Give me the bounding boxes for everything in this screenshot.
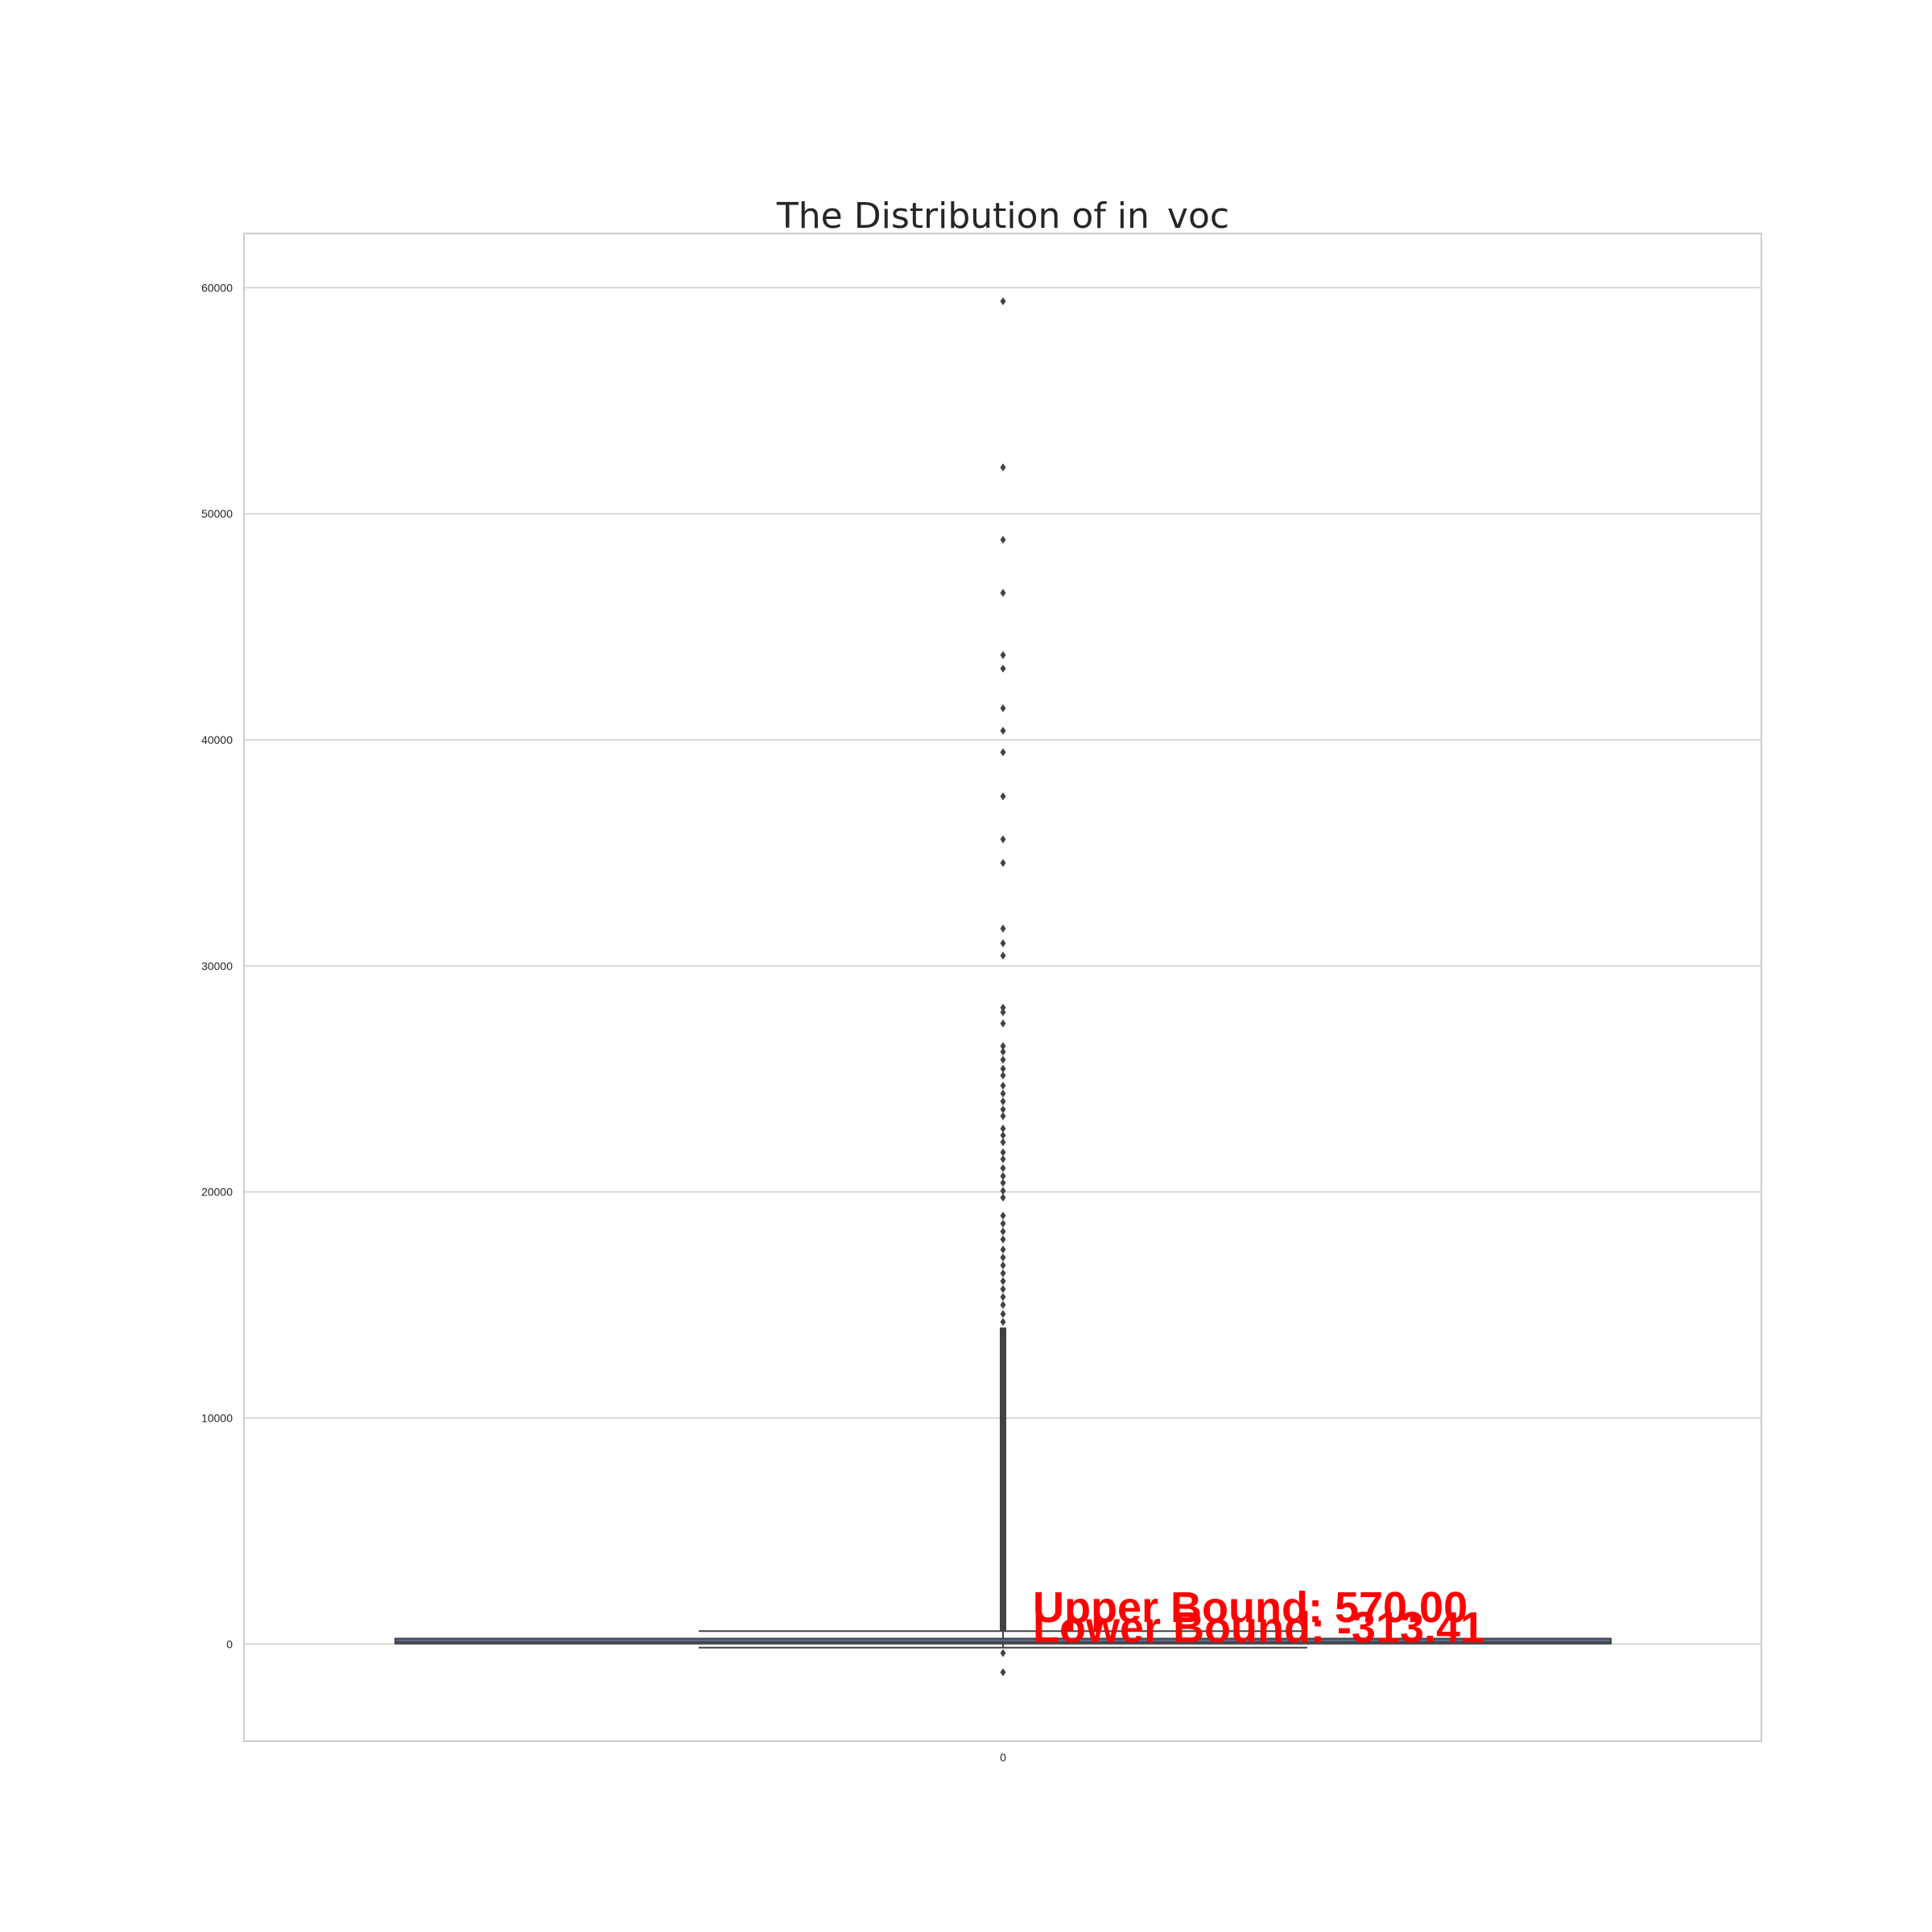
outlier-point	[1000, 463, 1006, 472]
lower-bound-label: Lower Bound: -313.41	[1033, 1604, 1484, 1652]
outlier-point	[1000, 748, 1006, 757]
outlier-point	[1000, 1112, 1006, 1121]
outlier-point	[1000, 1019, 1006, 1028]
outliers	[1000, 297, 1006, 1677]
outlier-point	[1000, 1105, 1006, 1114]
outlier-point	[1000, 1285, 1006, 1294]
outlier-point	[1000, 726, 1006, 735]
outlier-dense-band	[1000, 1327, 1006, 1632]
outlier-point	[1000, 1164, 1006, 1173]
outlier-point	[1000, 1261, 1006, 1269]
outlier-point	[1000, 1097, 1006, 1106]
outlier-point	[1000, 1212, 1006, 1220]
outlier-point	[1000, 588, 1006, 597]
outlier-point	[1000, 1081, 1006, 1090]
upper-bound-label: Upper Bound: 570.00	[1033, 1583, 1468, 1632]
outlier-point	[1000, 1227, 1006, 1236]
outlier-point	[1000, 1235, 1006, 1244]
outlier-point	[1000, 835, 1006, 844]
outlier-point	[1000, 1042, 1006, 1051]
outlier-point	[1000, 1269, 1006, 1278]
outlier-point	[1000, 704, 1006, 712]
outlier-point	[1000, 1293, 1006, 1302]
outlier-point	[1000, 1064, 1006, 1073]
outlier-point	[1000, 1131, 1006, 1140]
outlier-point	[1000, 1668, 1006, 1677]
outlier-point	[1000, 1253, 1006, 1262]
outlier-point	[1000, 1154, 1006, 1163]
outlier-point	[1000, 297, 1006, 306]
outlier-point	[1000, 1148, 1006, 1157]
y-axis-ticks: 0 10000 20000 30000 40000 50000 60000	[201, 281, 233, 1650]
outlier-point	[1000, 1318, 1006, 1327]
outlier-point	[1000, 1171, 1006, 1180]
y-tick-label: 40000	[201, 733, 233, 746]
outlier-point	[1000, 1277, 1006, 1286]
outlier-point	[1000, 859, 1006, 868]
outlier-point	[1000, 924, 1006, 933]
outlier-point	[1000, 1310, 1006, 1319]
y-tick-label: 20000	[201, 1186, 233, 1199]
outlier-point	[1000, 1003, 1006, 1012]
outlier-point	[1000, 1137, 1006, 1146]
outlier-point	[1000, 792, 1006, 801]
outlier-point	[1000, 664, 1006, 673]
outlier-point	[1000, 1219, 1006, 1228]
outlier-point	[1000, 1193, 1006, 1202]
outlier-point	[1000, 650, 1006, 659]
y-tick-label: 30000	[201, 960, 233, 972]
x-tick-label: 0	[1000, 1751, 1006, 1764]
outlier-point	[1000, 1179, 1006, 1187]
outlier-point	[1000, 535, 1006, 544]
outlier-point	[1000, 1047, 1006, 1056]
outlier-point	[1000, 1055, 1006, 1064]
outlier-point	[1000, 1245, 1006, 1254]
outlier-point	[1000, 1187, 1006, 1195]
outlier-point	[1000, 1649, 1006, 1657]
y-tick-label: 0	[226, 1637, 233, 1650]
outlier-point	[1000, 1071, 1006, 1080]
outlier-point	[1000, 952, 1006, 960]
y-tick-label: 50000	[201, 507, 233, 520]
outlier-point	[1000, 939, 1006, 947]
y-tick-label: 60000	[201, 281, 233, 294]
y-tick-label: 10000	[201, 1411, 233, 1424]
chart-title: The Distribution of in_voc	[776, 196, 1229, 237]
outlier-point	[1000, 1089, 1006, 1098]
box-iqr	[394, 1637, 1612, 1645]
outlier-point	[1000, 1125, 1006, 1133]
x-axis-ticks: 0	[1000, 1751, 1006, 1764]
outlier-point	[1000, 1008, 1006, 1017]
outlier-point	[1000, 1301, 1006, 1310]
